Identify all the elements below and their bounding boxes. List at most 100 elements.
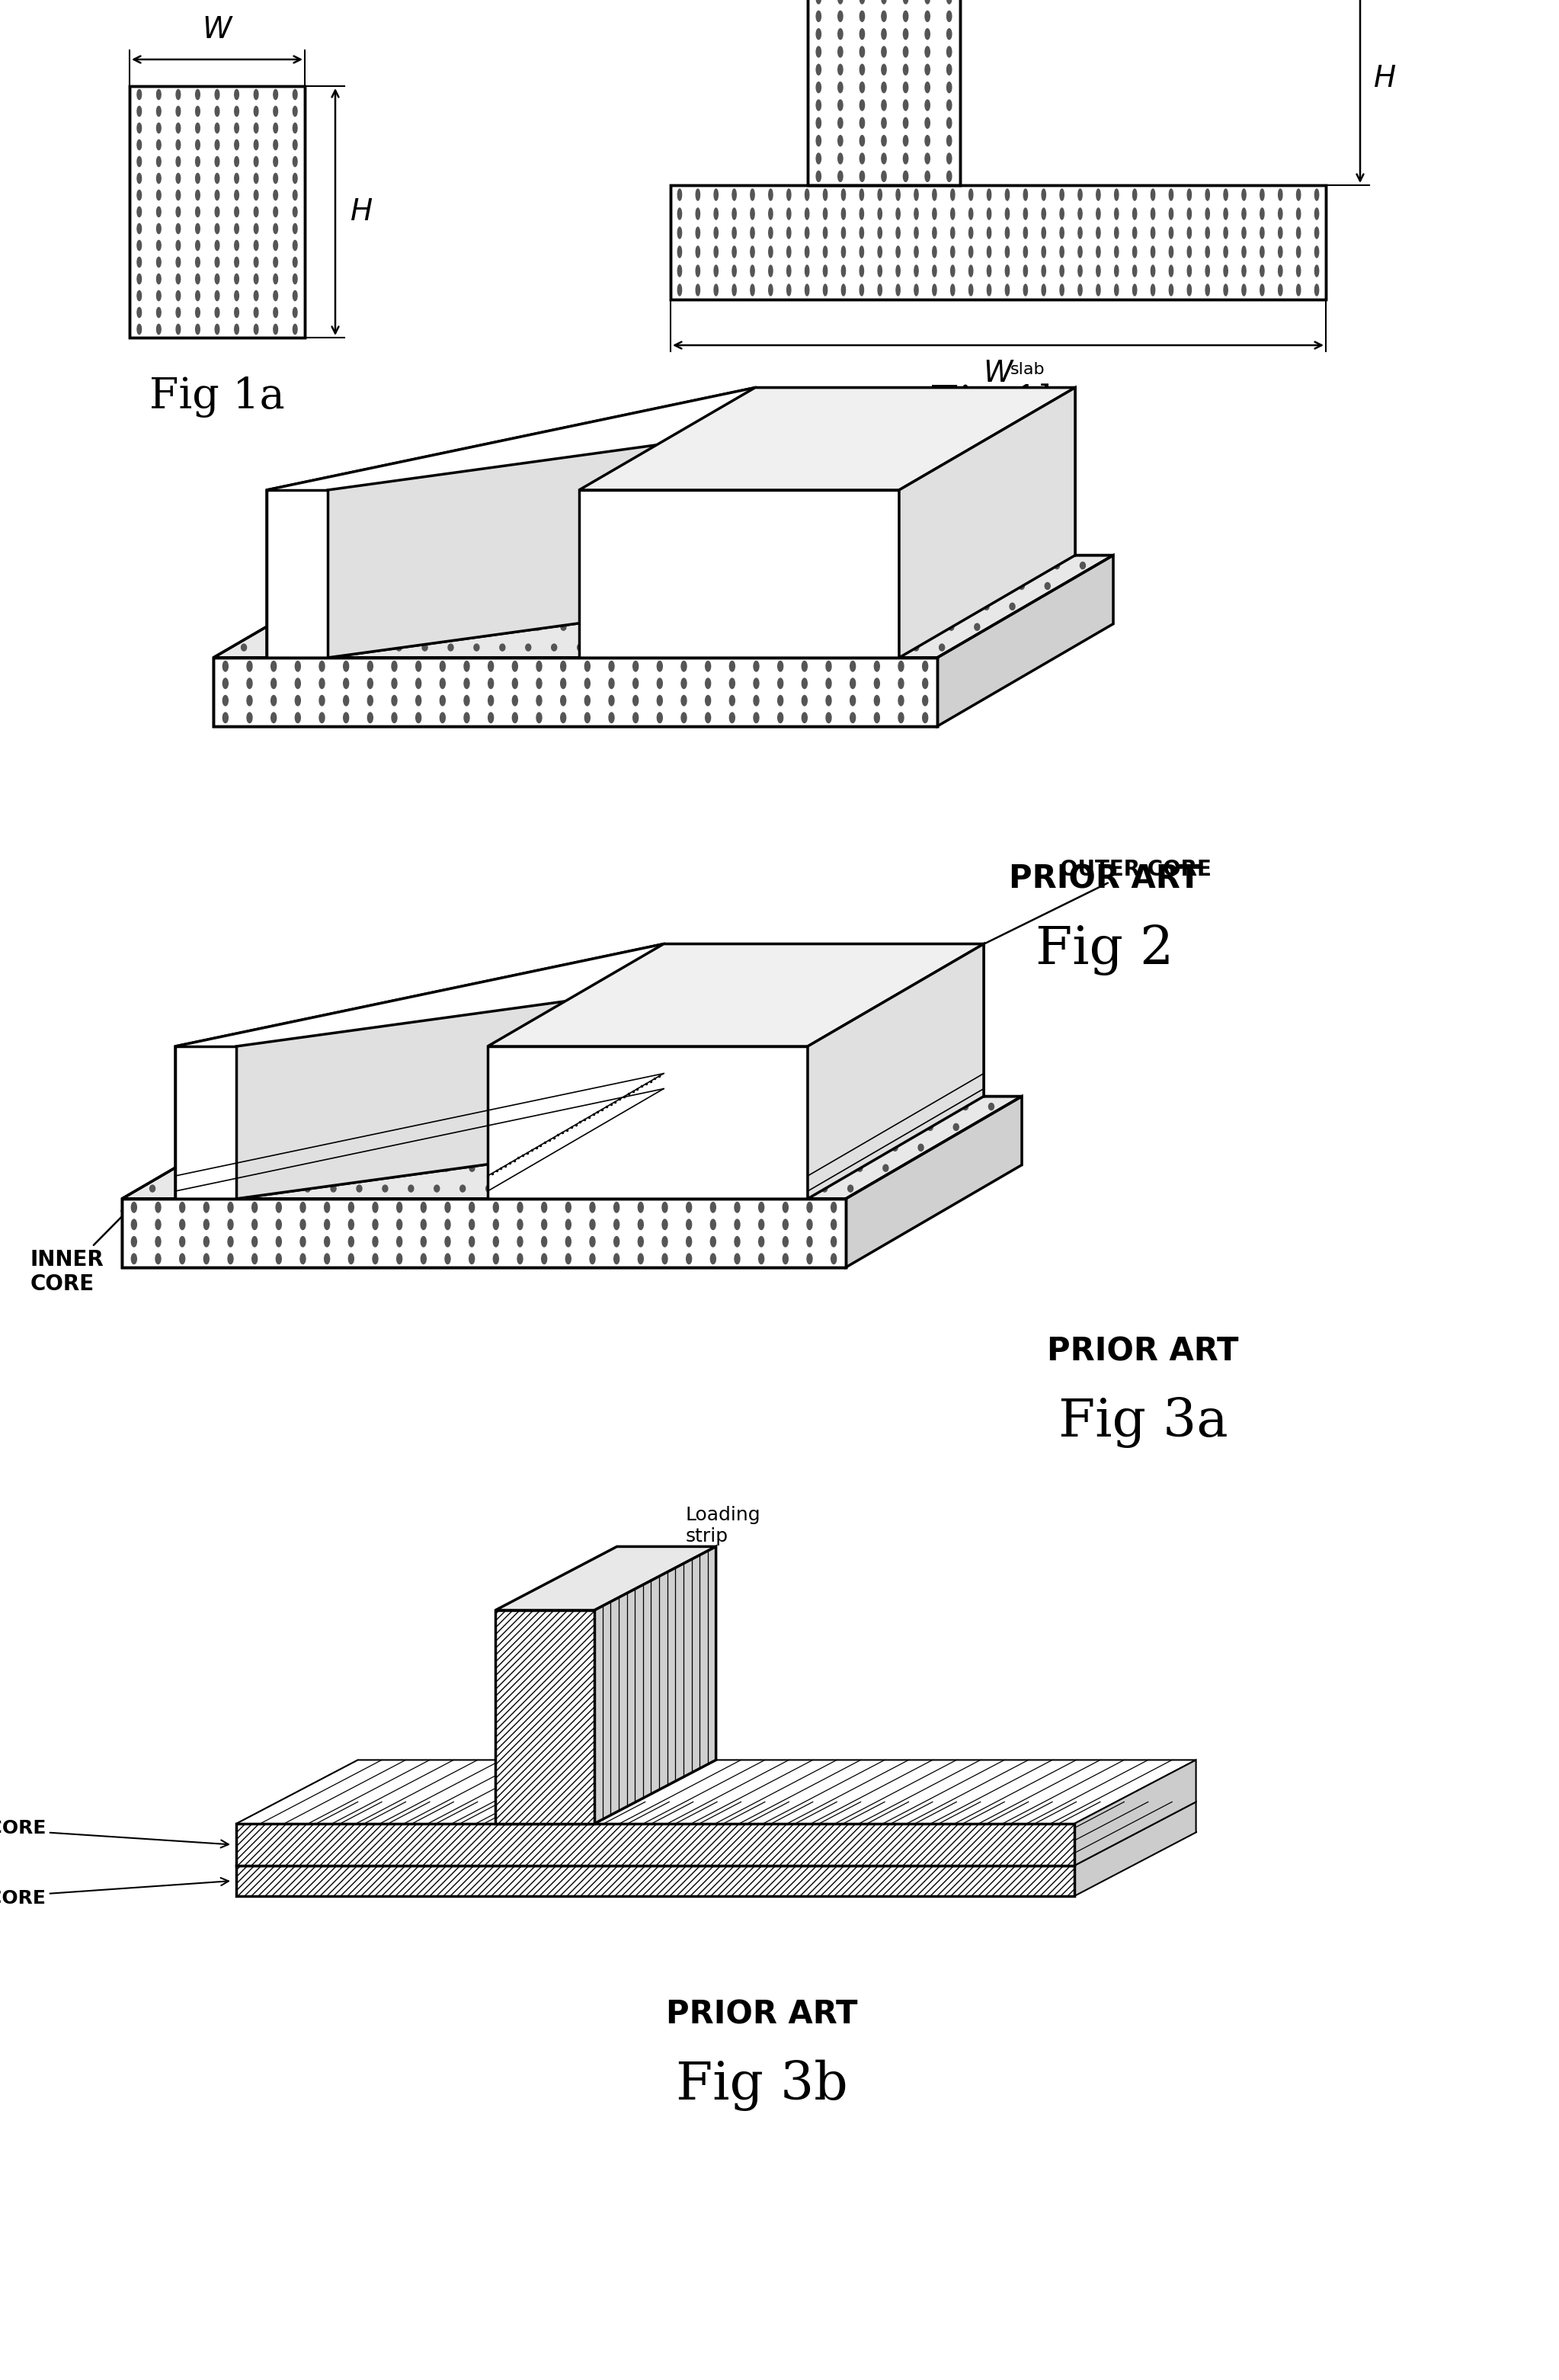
- Ellipse shape: [1205, 226, 1210, 238]
- Ellipse shape: [201, 1185, 207, 1192]
- Ellipse shape: [566, 1238, 571, 1247]
- Ellipse shape: [276, 1238, 282, 1247]
- Ellipse shape: [808, 1238, 812, 1247]
- Ellipse shape: [267, 645, 273, 650]
- Ellipse shape: [293, 224, 298, 233]
- Ellipse shape: [976, 562, 982, 569]
- Ellipse shape: [416, 712, 421, 724]
- Ellipse shape: [633, 695, 638, 707]
- Ellipse shape: [195, 224, 200, 233]
- Ellipse shape: [234, 290, 239, 300]
- Ellipse shape: [638, 1219, 644, 1230]
- Ellipse shape: [898, 695, 904, 707]
- Ellipse shape: [610, 695, 614, 707]
- Ellipse shape: [898, 662, 904, 671]
- Ellipse shape: [156, 140, 161, 150]
- Ellipse shape: [742, 624, 747, 631]
- Ellipse shape: [876, 1123, 881, 1130]
- Ellipse shape: [156, 1202, 161, 1211]
- Ellipse shape: [271, 1145, 278, 1152]
- Ellipse shape: [536, 712, 541, 724]
- Ellipse shape: [817, 117, 822, 129]
- Ellipse shape: [396, 1202, 402, 1211]
- Ellipse shape: [614, 562, 620, 569]
- Ellipse shape: [585, 662, 589, 671]
- Ellipse shape: [483, 624, 488, 631]
- Ellipse shape: [801, 678, 808, 688]
- Ellipse shape: [1115, 245, 1118, 257]
- Ellipse shape: [801, 662, 808, 671]
- Ellipse shape: [343, 1104, 348, 1109]
- Polygon shape: [937, 555, 1113, 726]
- Ellipse shape: [131, 1254, 137, 1264]
- Ellipse shape: [951, 188, 954, 200]
- Ellipse shape: [716, 624, 722, 631]
- Ellipse shape: [1278, 226, 1283, 238]
- Ellipse shape: [343, 678, 349, 688]
- Ellipse shape: [521, 1164, 527, 1171]
- Text: W: W: [984, 359, 1013, 388]
- Ellipse shape: [709, 583, 714, 590]
- Ellipse shape: [391, 712, 398, 724]
- Ellipse shape: [1096, 207, 1101, 219]
- Ellipse shape: [479, 1145, 483, 1152]
- Ellipse shape: [673, 602, 678, 609]
- Ellipse shape: [881, 152, 886, 164]
- Ellipse shape: [220, 1145, 226, 1152]
- Ellipse shape: [875, 662, 879, 671]
- Ellipse shape: [246, 712, 253, 724]
- Ellipse shape: [1133, 283, 1137, 295]
- Ellipse shape: [557, 1145, 561, 1152]
- Ellipse shape: [914, 645, 918, 650]
- Ellipse shape: [937, 1104, 942, 1109]
- Ellipse shape: [817, 171, 822, 181]
- Ellipse shape: [932, 188, 937, 200]
- Ellipse shape: [195, 324, 200, 333]
- Ellipse shape: [279, 1185, 284, 1192]
- Ellipse shape: [234, 307, 239, 317]
- Ellipse shape: [769, 188, 773, 200]
- Ellipse shape: [678, 207, 681, 219]
- Ellipse shape: [1024, 283, 1027, 295]
- Ellipse shape: [831, 1238, 836, 1247]
- Ellipse shape: [1205, 245, 1210, 257]
- Ellipse shape: [552, 645, 557, 650]
- Ellipse shape: [822, 562, 826, 569]
- Ellipse shape: [831, 1202, 836, 1211]
- Ellipse shape: [465, 662, 469, 671]
- Ellipse shape: [804, 245, 809, 257]
- Ellipse shape: [778, 678, 783, 688]
- Ellipse shape: [946, 0, 951, 5]
- Ellipse shape: [391, 1164, 398, 1171]
- Ellipse shape: [246, 678, 253, 688]
- Ellipse shape: [293, 240, 298, 250]
- Ellipse shape: [848, 562, 853, 569]
- Text: slab: slab: [1010, 362, 1045, 378]
- Ellipse shape: [705, 1104, 709, 1109]
- Ellipse shape: [859, 48, 865, 57]
- Ellipse shape: [156, 240, 161, 250]
- Ellipse shape: [804, 283, 809, 295]
- Ellipse shape: [859, 152, 865, 164]
- Ellipse shape: [811, 645, 815, 650]
- Ellipse shape: [306, 1185, 310, 1192]
- Ellipse shape: [803, 602, 808, 609]
- Ellipse shape: [536, 695, 541, 707]
- Ellipse shape: [254, 274, 259, 283]
- Ellipse shape: [659, 1145, 666, 1152]
- Ellipse shape: [859, 245, 864, 257]
- Ellipse shape: [667, 1185, 672, 1192]
- Ellipse shape: [753, 712, 759, 724]
- Ellipse shape: [1041, 188, 1046, 200]
- Ellipse shape: [968, 283, 973, 295]
- Ellipse shape: [610, 695, 614, 707]
- Ellipse shape: [324, 1202, 329, 1211]
- Ellipse shape: [228, 1185, 232, 1192]
- Ellipse shape: [638, 1202, 644, 1211]
- Ellipse shape: [262, 1164, 268, 1171]
- Ellipse shape: [638, 1202, 644, 1211]
- Ellipse shape: [496, 1164, 500, 1171]
- Ellipse shape: [525, 645, 532, 650]
- Ellipse shape: [656, 712, 663, 724]
- Ellipse shape: [817, 81, 822, 93]
